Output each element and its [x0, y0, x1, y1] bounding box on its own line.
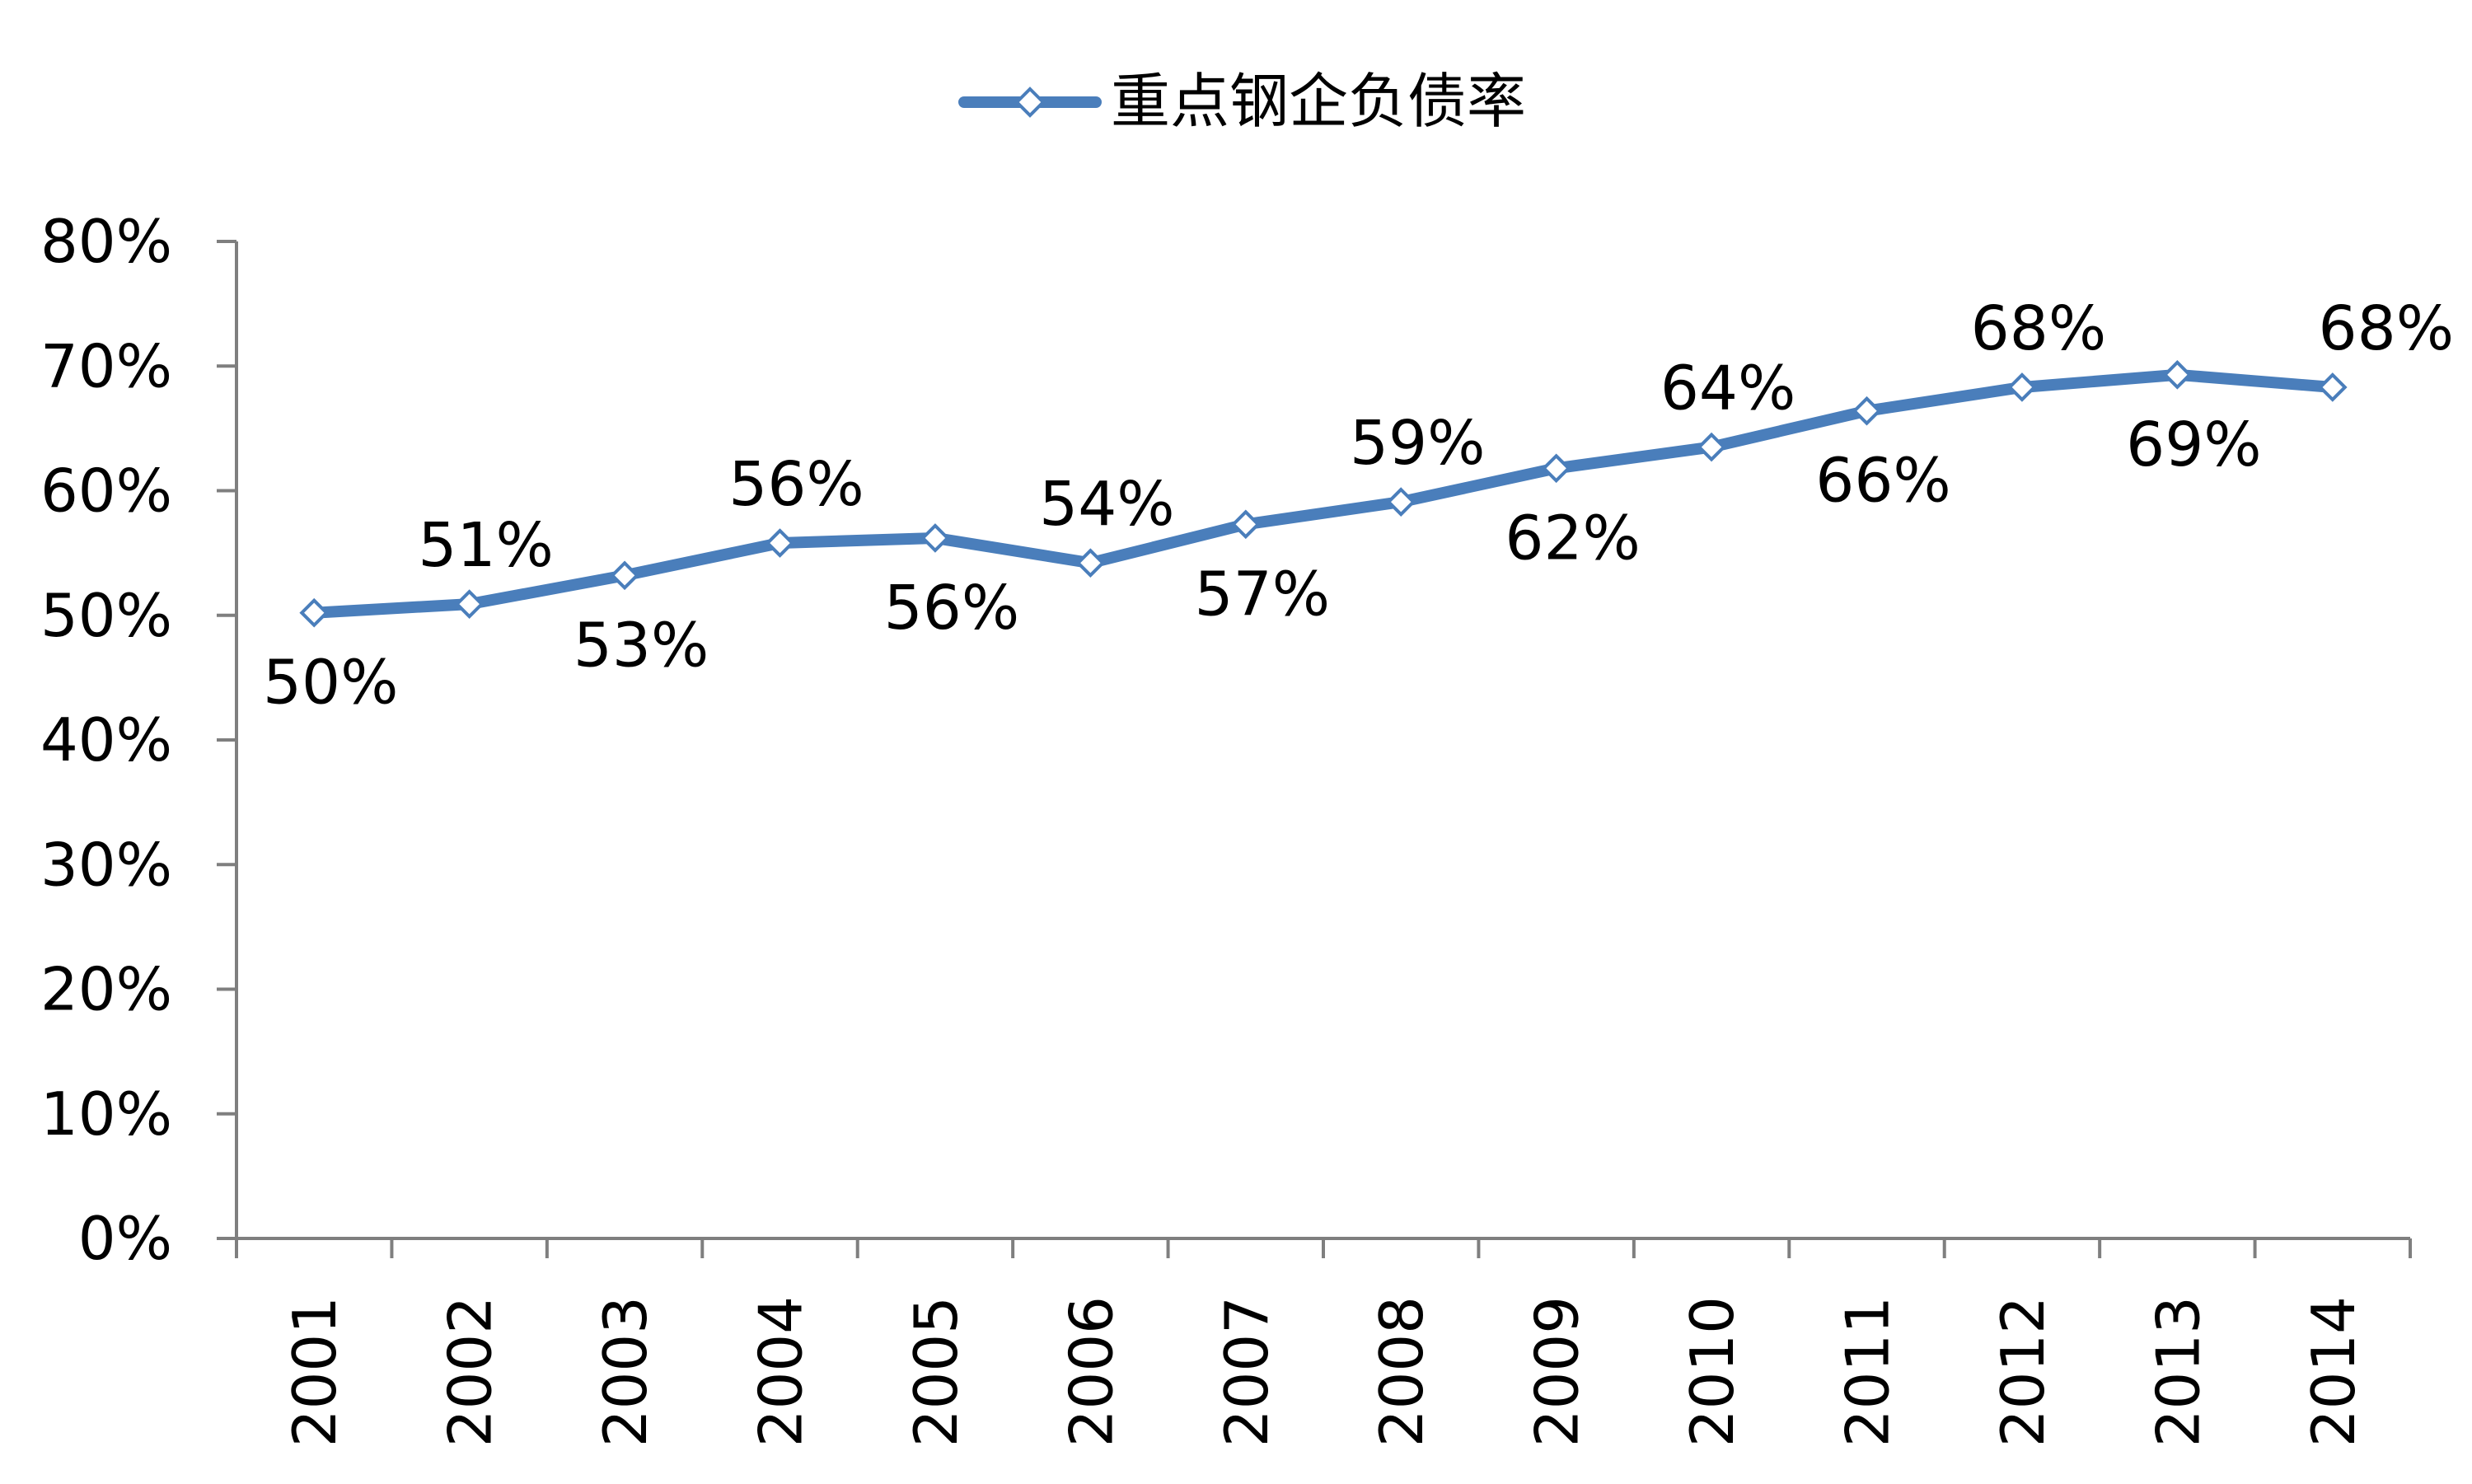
- y-tick-label: 30%: [40, 830, 172, 899]
- x-tick-label: 2013: [2143, 1296, 2212, 1447]
- y-tick-label: 20%: [40, 955, 172, 1024]
- data-label: 59%: [1350, 408, 1485, 479]
- y-tick-label: 80%: [40, 207, 172, 276]
- y-tick-label: 70%: [40, 331, 172, 400]
- y-tick-label: 0%: [78, 1204, 172, 1273]
- data-label: 66%: [1815, 446, 1950, 517]
- x-tick-label: 2002: [436, 1296, 505, 1447]
- x-axis-ticks: 2001 2002 2003 2004 2005 2006 2007 2008 2009 2010…: [235, 1238, 2412, 1447]
- x-tick-label: 2005: [901, 1296, 971, 1447]
- x-tick-label: 2004: [747, 1296, 816, 1447]
- data-label: 51%: [418, 510, 553, 581]
- data-label: 64%: [1660, 353, 1795, 424]
- x-tick-label: 2001: [280, 1296, 349, 1447]
- data-point-marker: [454, 589, 485, 619]
- data-label: 50%: [263, 648, 398, 719]
- data-label: 53%: [574, 610, 709, 681]
- data-point-marker: [1386, 487, 1416, 517]
- x-tick-label: 2006: [1056, 1296, 1126, 1447]
- data-point-marker: [299, 597, 330, 628]
- x-tick-label: 2010: [1678, 1296, 1747, 1447]
- data-label: 56%: [728, 449, 864, 520]
- y-tick-label: 10%: [40, 1079, 172, 1149]
- y-tick-label: 60%: [40, 456, 172, 526]
- data-label: 56%: [884, 573, 1019, 644]
- data-point-marker: [920, 523, 950, 553]
- x-tick-label: 2008: [1367, 1296, 1436, 1447]
- series-layer: [299, 360, 2348, 628]
- data-labels: 50% 51% 53% 56% 56% 54% 57% 59% 62% 64% 66% 68% 69% 6…: [263, 293, 2454, 719]
- y-axis: 0% 10% 20% 30% 40% 50% 60% 70% 80%: [40, 207, 238, 1273]
- legend-label: 重点钢企负债率: [1111, 67, 1526, 136]
- data-point-marker: [1852, 396, 1882, 426]
- legend: 重点钢企负债率: [958, 67, 1526, 136]
- data-label: 68%: [1971, 293, 2106, 364]
- data-point-marker: [1230, 509, 1261, 540]
- x-tick-label: 2011: [1833, 1296, 1903, 1447]
- x-axis: 2001 2002 2003 2004 2005 2006 2007 2008 2009 2010…: [235, 1237, 2412, 1447]
- data-point-marker: [1541, 453, 1571, 484]
- x-tick-label: 2007: [1212, 1296, 1281, 1447]
- data-point-marker: [1697, 432, 1726, 462]
- data-point-marker: [2162, 360, 2193, 390]
- data-label: 54%: [1039, 469, 1174, 540]
- data-point-marker: [610, 560, 639, 591]
- data-label: 62%: [1505, 503, 1640, 573]
- data-point-marker: [765, 528, 795, 558]
- data-label: 69%: [2126, 410, 2261, 480]
- series-line: [308, 368, 2339, 619]
- data-point-marker: [2317, 372, 2348, 402]
- x-tick-label: 2014: [2299, 1296, 2368, 1447]
- data-label: 57%: [1195, 559, 1330, 630]
- x-tick-label: 2012: [1988, 1296, 2058, 1447]
- y-tick-label: 40%: [40, 705, 172, 775]
- y-axis-ticks: 0% 10% 20% 30% 40% 50% 60% 70% 80%: [40, 207, 236, 1273]
- data-point-marker: [1075, 548, 1106, 578]
- y-tick-label: 50%: [40, 581, 172, 650]
- legend-diamond-marker: [1014, 87, 1046, 118]
- x-tick-label: 2003: [591, 1296, 660, 1447]
- x-tick-label: 2009: [1523, 1296, 1592, 1447]
- data-point-marker: [2007, 372, 2037, 402]
- data-label: 68%: [2319, 293, 2454, 364]
